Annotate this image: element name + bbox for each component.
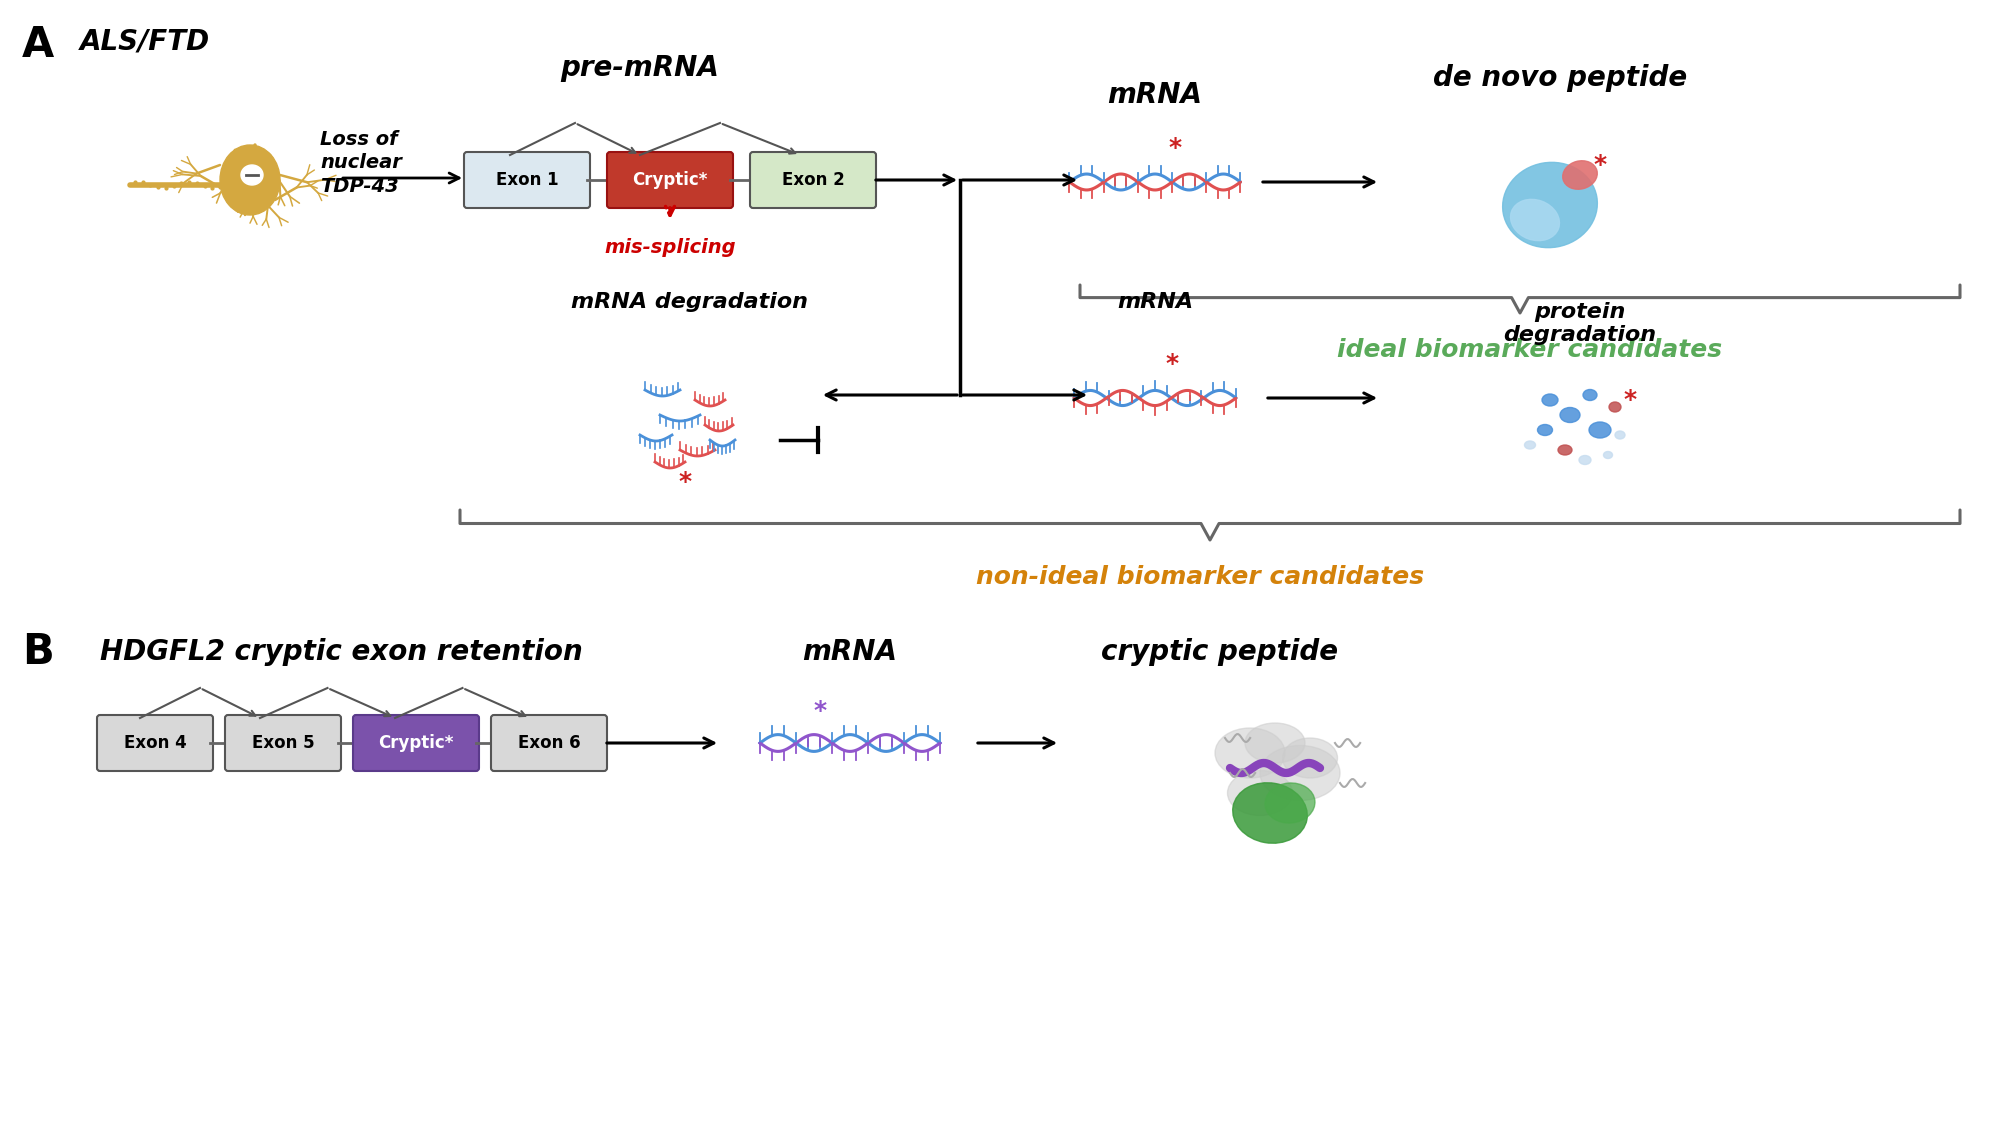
Ellipse shape — [1523, 441, 1535, 449]
Ellipse shape — [1244, 723, 1305, 763]
Ellipse shape — [1561, 161, 1596, 189]
Text: ALS/FTD: ALS/FTD — [80, 28, 211, 55]
Text: mis-splicing: mis-splicing — [604, 238, 735, 257]
Text: B: B — [22, 631, 54, 674]
FancyBboxPatch shape — [353, 715, 480, 771]
Ellipse shape — [1232, 782, 1307, 843]
Text: *: * — [678, 470, 690, 494]
Text: mRNA degradation: mRNA degradation — [572, 292, 809, 312]
Text: Exon 1: Exon 1 — [496, 171, 558, 189]
FancyBboxPatch shape — [225, 715, 341, 771]
Ellipse shape — [1559, 408, 1580, 422]
Text: mRNA: mRNA — [803, 638, 897, 666]
Ellipse shape — [1604, 452, 1612, 458]
Ellipse shape — [1614, 431, 1624, 439]
Ellipse shape — [1588, 422, 1610, 438]
Text: Exon 2: Exon 2 — [781, 171, 845, 189]
Text: Exon 6: Exon 6 — [518, 734, 580, 752]
Text: Cryptic*: Cryptic* — [632, 171, 706, 189]
FancyBboxPatch shape — [96, 715, 213, 771]
Text: Loss of
nuclear
TDP-43: Loss of nuclear TDP-43 — [319, 130, 401, 196]
Ellipse shape — [1258, 746, 1339, 800]
FancyBboxPatch shape — [751, 152, 875, 208]
Ellipse shape — [1541, 394, 1557, 406]
Text: Exon 5: Exon 5 — [251, 734, 315, 752]
Ellipse shape — [1537, 424, 1551, 436]
Text: *: * — [1622, 388, 1636, 412]
Ellipse shape — [221, 145, 279, 215]
Text: *: * — [813, 698, 827, 723]
Text: *: * — [1168, 136, 1180, 160]
Text: non-ideal biomarker candidates: non-ideal biomarker candidates — [975, 565, 1423, 589]
Text: A: A — [22, 24, 54, 66]
Ellipse shape — [1264, 783, 1315, 823]
Ellipse shape — [1578, 455, 1590, 464]
Ellipse shape — [1226, 771, 1293, 815]
Ellipse shape — [1509, 199, 1559, 241]
Ellipse shape — [1214, 728, 1284, 778]
Text: Exon 4: Exon 4 — [124, 734, 187, 752]
Ellipse shape — [1557, 445, 1571, 455]
Ellipse shape — [241, 165, 263, 185]
Text: HDGFL2 cryptic exon retention: HDGFL2 cryptic exon retention — [100, 638, 582, 666]
Text: mRNA: mRNA — [1108, 82, 1202, 109]
Ellipse shape — [1501, 162, 1596, 248]
Text: *: * — [1164, 352, 1178, 376]
Text: Cryptic*: Cryptic* — [377, 734, 454, 752]
Ellipse shape — [1282, 738, 1337, 778]
Ellipse shape — [1582, 389, 1596, 401]
Text: ideal biomarker candidates: ideal biomarker candidates — [1337, 338, 1722, 362]
Text: cryptic peptide: cryptic peptide — [1102, 638, 1339, 666]
FancyBboxPatch shape — [492, 715, 606, 771]
Text: de novo peptide: de novo peptide — [1433, 65, 1686, 92]
Ellipse shape — [1608, 402, 1620, 412]
Text: *: * — [1594, 153, 1606, 177]
FancyBboxPatch shape — [606, 152, 733, 208]
Text: mRNA: mRNA — [1116, 292, 1192, 312]
Text: protein
degradation: protein degradation — [1503, 302, 1656, 345]
Text: pre-mRNA: pre-mRNA — [560, 54, 719, 82]
FancyBboxPatch shape — [464, 152, 590, 208]
